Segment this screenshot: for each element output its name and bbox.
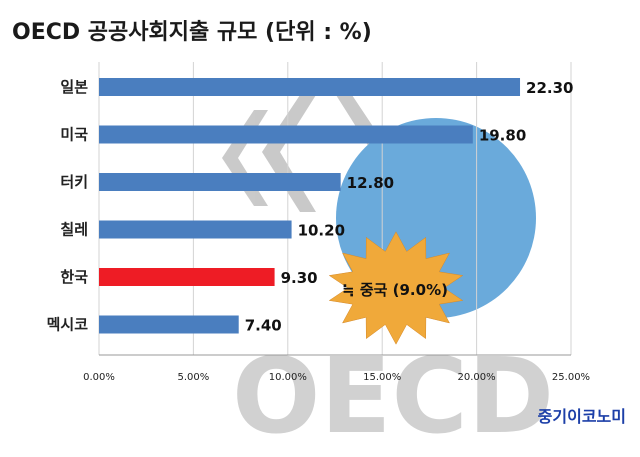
category-label-2: 터키 bbox=[60, 173, 88, 191]
value-label-0: 22.30 bbox=[526, 79, 573, 97]
bars bbox=[99, 78, 521, 334]
category-label-5: 멕시코 bbox=[47, 316, 89, 334]
category-label-4: 한국 bbox=[60, 268, 88, 286]
watermark-chevron-2 bbox=[222, 110, 268, 206]
watermark-text: OECD bbox=[232, 335, 554, 457]
x-axis-ticks: 0.00% 5.00% 10.00% 15.00% 20.00% 25.00% bbox=[83, 372, 590, 383]
x-tick-label-2: 10.00% bbox=[269, 372, 307, 383]
bar-0 bbox=[99, 78, 521, 96]
x-tick-label-1: 5.00% bbox=[178, 372, 210, 383]
bar-3 bbox=[99, 220, 292, 239]
x-tick-label-3: 15.00% bbox=[363, 372, 401, 383]
chart-title: OECD 공공사회지출 규모 (단위 : %) bbox=[12, 20, 372, 45]
annotation-text: ≒ 중국 (9.0%) bbox=[342, 281, 448, 299]
value-label-1: 19.80 bbox=[479, 127, 526, 145]
value-label-5: 7.40 bbox=[245, 317, 282, 335]
gridlines bbox=[98, 62, 572, 356]
x-tick-label-0: 0.00% bbox=[83, 372, 115, 383]
watermark-chevron-1 bbox=[262, 95, 316, 212]
starburst-shape bbox=[328, 231, 464, 345]
value-labels: 22.30 19.80 12.80 10.20 9.30 7.40 bbox=[245, 79, 574, 335]
x-tick-label-4: 20.00% bbox=[458, 372, 496, 383]
source-credit: 중기이코노미 bbox=[537, 407, 626, 426]
value-label-4: 9.30 bbox=[281, 269, 318, 287]
category-label-1: 미국 bbox=[60, 126, 88, 144]
category-label-0: 일본 bbox=[60, 78, 88, 96]
bar-4 bbox=[99, 268, 275, 286]
bar-2 bbox=[99, 173, 341, 191]
category-label-3: 칠레 bbox=[60, 221, 88, 239]
annotation-starburst: ≒ 중국 (9.0%) bbox=[328, 231, 464, 345]
bar-5 bbox=[99, 315, 239, 334]
x-tick-label-5: 25.00% bbox=[552, 372, 590, 383]
value-label-2: 12.80 bbox=[347, 174, 394, 192]
bar-1 bbox=[99, 125, 473, 144]
value-label-3: 10.20 bbox=[298, 222, 345, 240]
